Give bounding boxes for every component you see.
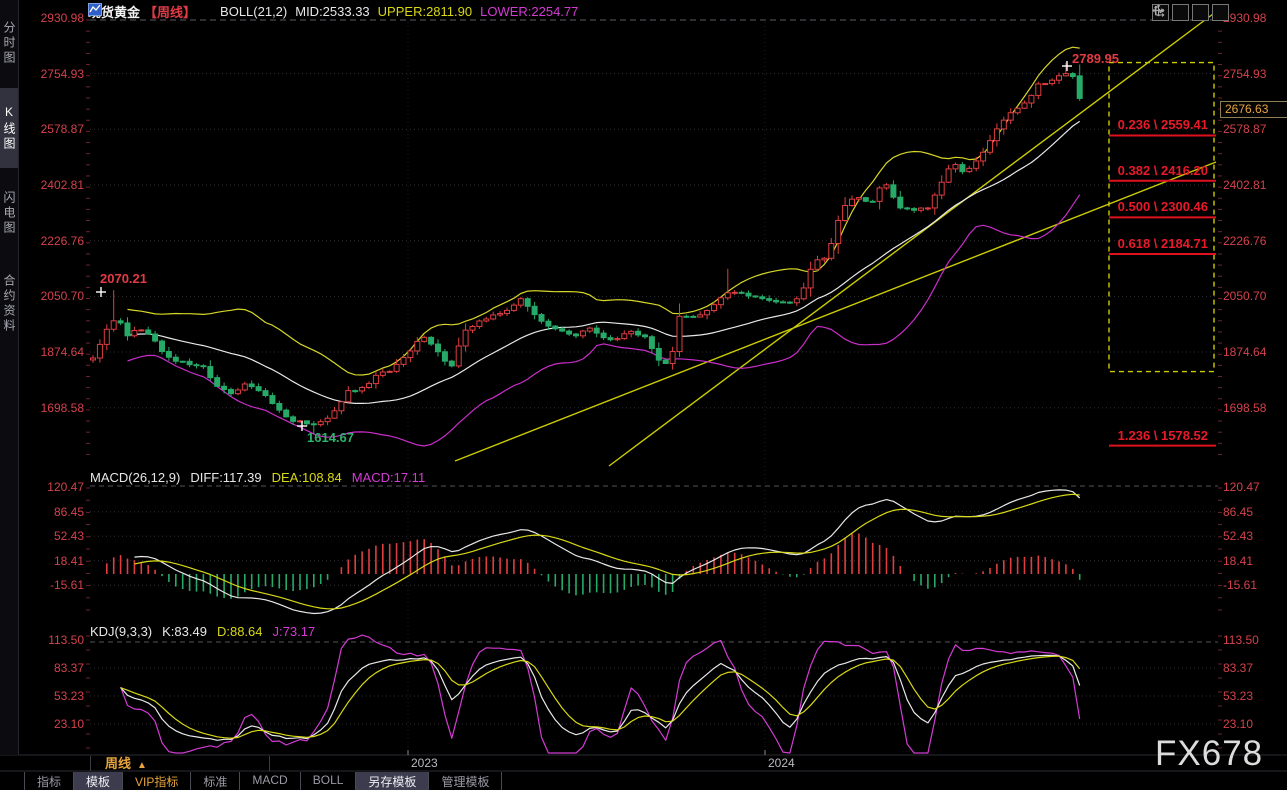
toolbar-tab-5[interactable]: MACD — [240, 772, 301, 790]
macd-dea-value: DEA:108.84 — [271, 470, 342, 485]
go-to-latest-icon[interactable] — [1155, 4, 1229, 21]
toolbar-tab-2[interactable]: 模板 — [74, 772, 124, 790]
kdj-j-value: J:73.17 — [272, 624, 316, 639]
toolbar-tab-8[interactable]: 管理模板 — [429, 772, 503, 790]
boll-lower-value: LOWER:2254.77 — [480, 3, 579, 19]
axis-zoom-vertical-icon[interactable] — [1154, 4, 1189, 21]
chart-header: 现货黄金 【周线】 BOLL(21,2) MID:2533.33 UPPER:2… — [88, 3, 579, 20]
toolbar-tab-7[interactable]: 另存模板 — [356, 772, 430, 790]
sidebar-item-lightning-chart[interactable]: 闪电图 — [2, 190, 16, 236]
sidebar-item-timeline-chart[interactable]: 分时图 — [2, 20, 16, 66]
period-label: 【周线】 — [144, 4, 197, 20]
macd-header: MACD(26,12,9) DIFF:117.39 DEA:108.84 MAC… — [90, 470, 425, 485]
boll-indicator-label: BOLL(21,2) — [220, 3, 288, 19]
sidebar-item-candlestick-chart[interactable]: K线图 — [0, 88, 18, 168]
kdj-header: KDJ(9,3,3) K:83.49 D:88.64 J:73.17 — [90, 624, 315, 639]
toolbar-tab-6[interactable]: BOLL — [301, 772, 357, 790]
bottom-toolbar: 指标 模板 VIP指标 标准 MACD BOLL 另存模板 管理模板 — [0, 772, 1287, 790]
toolbar-tab-4[interactable]: 标准 — [191, 772, 241, 790]
toolbar-tab-3[interactable]: VIP指标 — [123, 772, 192, 790]
boll-mid-value: MID:2533.33 — [295, 3, 370, 19]
boll-upper-value: UPPER:2811.90 — [377, 3, 473, 19]
period-status-cell[interactable]: 周线 ▲ — [90, 756, 270, 771]
last-price-badge: 2676.63 — [1220, 101, 1287, 118]
period-status-label: 周线 — [105, 756, 132, 771]
chart-toolbar — [1152, 4, 1229, 21]
macd-value: MACD:17.11 — [351, 470, 426, 485]
kdj-k-value: K:83.49 — [162, 624, 207, 639]
sidebar-item-contract-info[interactable]: 合约资料 — [2, 274, 16, 334]
kdj-d-value: D:88.64 — [216, 624, 263, 639]
fx678-watermark: FX678 — [1155, 734, 1264, 773]
kdj-indicator-label: KDJ(9,3,3) — [90, 624, 153, 639]
macd-indicator-label: MACD(26,12,9) — [90, 470, 181, 485]
left-sidebar: 分时图 K线图 闪电图 合约资料 — [0, 0, 19, 755]
macd-diff-value: DIFF:117.39 — [190, 470, 262, 485]
period-up-arrow-icon: ▲ — [137, 760, 147, 771]
axis-zoom-horizontal-icon[interactable] — [1155, 4, 1209, 21]
toolbar-tab-1[interactable]: 指标 — [24, 772, 75, 790]
